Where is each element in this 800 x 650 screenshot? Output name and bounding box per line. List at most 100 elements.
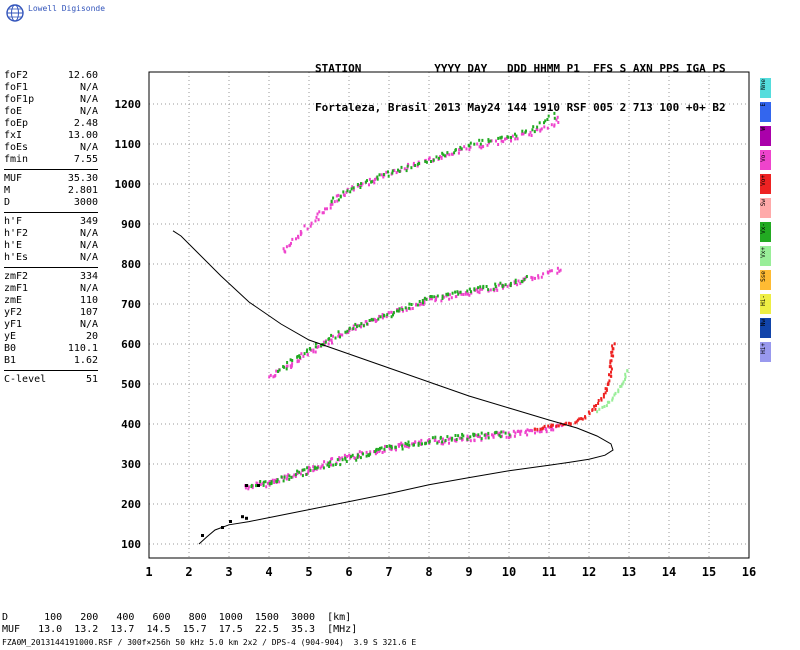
echo-mark-r [610,367,613,371]
brand-name: Lowell Digisonde [28,4,106,13]
echo-mark-r [609,374,612,378]
echo-mark-o [368,183,370,187]
echo-mark-o [341,456,344,460]
param-label: M [4,185,11,196]
param-value: N/A [79,228,98,239]
echo-mark-x [305,472,308,476]
legend-swatch: Sse [760,270,771,290]
echo-mark-r [568,421,570,425]
echo-mark-o [316,345,319,349]
y-tick-label: 300 [121,458,141,471]
param-label: B0 [4,343,17,354]
echo-mark-x [436,294,439,298]
echo-mark-x [298,356,301,359]
echo-mark-o [496,288,499,292]
echo-mark-o [368,177,371,181]
echo-mark-o [560,424,563,428]
param-label: fmin [4,154,29,165]
echo-mark-o [412,161,415,165]
echo-mark-o [373,450,375,454]
x-tick-label: 12 [582,565,596,579]
echo-mark-x [291,359,294,362]
echo-mark-o [530,275,533,279]
param-label: h'Es [4,252,29,263]
echo-mark-misc [245,484,248,487]
echo-mark-x [525,275,528,278]
param-value: 13.00 [67,130,98,141]
y-tick-label: 1200 [115,98,142,111]
echo-mark-o [420,302,423,306]
param-value: N/A [79,106,98,117]
echo-mark-x [473,142,476,146]
echo-mark-x [498,433,501,437]
echo-mark-o [469,439,472,443]
echo-mark-o [440,299,443,303]
echo-mark-o [416,164,419,168]
param-value: 334 [79,271,98,282]
echo-mark-o [448,297,451,301]
echo-mark-xp [603,405,606,408]
echo-mark-x [326,463,329,467]
echo-mark-x [283,475,286,479]
echo-mark-o [268,375,271,379]
echo-mark-o [415,302,418,306]
echo-mark-xp [617,390,620,394]
echo-mark-x [365,454,368,458]
echo-mark-o [552,428,555,432]
echo-mark-o [476,287,479,291]
echo-mark-x [262,480,265,484]
echo-mark-x [277,369,279,373]
param-value: 2.801 [67,185,98,196]
echo-mark-x [408,302,411,306]
echo-mark-x [386,313,389,317]
echo-mark-x [507,135,510,139]
echo-mark-o [296,359,299,363]
echo-mark-r [610,350,613,354]
echo-mark-o [312,348,315,352]
echo-mark-x [408,443,411,447]
echo-mark-x [514,132,516,136]
echo-mark-o [381,451,384,454]
echo-mark-x [301,474,304,478]
echo-mark-x [370,180,373,184]
echo-mark-x [525,129,527,133]
data-marks [201,111,629,537]
echo-mark-x [404,441,407,445]
echo-mark-r [597,402,600,405]
echo-mark-x [453,151,456,155]
echo-mark-x [436,441,439,445]
echo-mark-xp [622,380,625,384]
echo-mark-o [375,319,378,322]
param-row: C-level 51 [4,374,98,386]
echo-mark-x [367,453,370,457]
param-separator [4,212,98,213]
echo-mark-o [317,345,320,348]
echo-mark-r [610,354,613,358]
echo-mark-x [356,453,359,457]
echo-mark-o [299,472,302,476]
echo-mark-x [410,166,413,170]
echo-mark-o [495,286,498,290]
echo-mark-o [524,276,527,280]
echo-mark-r [604,387,607,391]
echo-mark-x [346,189,349,193]
echo-mark-o [274,374,277,377]
echo-mark-o [485,433,488,437]
echo-mark-x [457,434,460,438]
echo-mark-o [477,435,480,438]
echo-mark-x [401,308,404,311]
echo-mark-x [500,430,503,434]
echo-mark-r [569,422,572,426]
legend-swatch: W [760,126,771,146]
echo-mark-o [286,364,289,368]
echo-mark-r [557,424,560,428]
echo-mark-x [283,365,285,369]
echo-mark-xp [613,393,616,397]
echo-mark-x [337,198,340,202]
echo-mark-x [316,466,319,470]
echo-mark-x [401,447,404,451]
echo-mark-o [466,292,469,296]
echo-mark-o [352,188,355,192]
echo-mark-x [390,444,393,448]
param-row: h'F2 N/A [4,228,98,240]
